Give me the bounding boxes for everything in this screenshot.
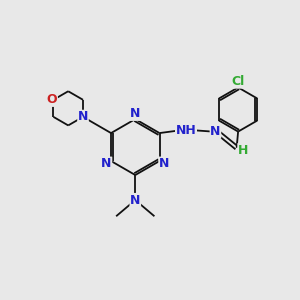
Text: N: N [130, 194, 140, 207]
Text: N: N [78, 110, 88, 123]
Text: NH: NH [176, 124, 197, 136]
Text: N: N [210, 125, 220, 138]
Text: N: N [159, 157, 169, 170]
Text: H: H [238, 144, 248, 157]
Text: O: O [46, 93, 57, 106]
Text: Cl: Cl [232, 75, 245, 88]
Text: N: N [101, 157, 112, 170]
Text: N: N [130, 107, 140, 120]
